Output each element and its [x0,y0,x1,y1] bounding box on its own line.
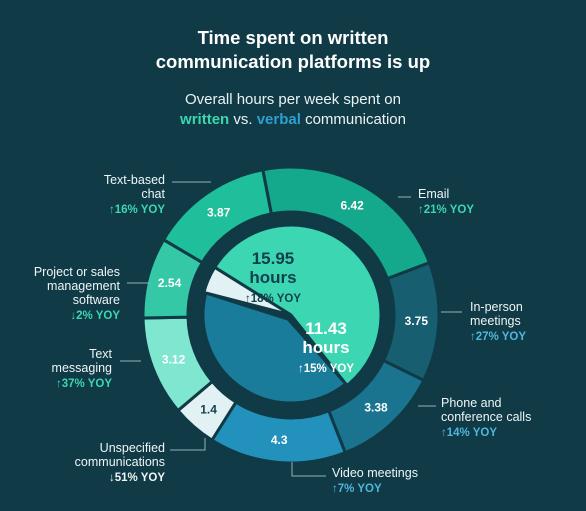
category-label: Text [89,347,112,361]
category-label: Phone and [441,396,502,410]
category-label: chat [141,187,165,201]
outer-segment-value-label: 1.4 [200,403,217,417]
inner-pie-slice [212,223,383,388]
category-yoy: ↑16% YOY [109,204,165,216]
inner-slice-yoy: ↑15% YOY [298,363,354,375]
chart-subtitle-line-1: Overall hours per week spent on [185,91,401,108]
chart-title-line-2: communication platforms is up [155,51,431,72]
outer-segment-value-label: 3.87 [207,205,231,219]
category-yoy: ↓2% YOY [70,310,120,322]
outer-ring-segment [161,167,274,265]
category-label: management [47,279,120,293]
leader-line [291,462,326,477]
chart-title-line-1: Time spent on written [197,27,389,48]
inner-slice-hours-unit: hours [302,338,349,357]
category-label: Video meetings [332,466,418,480]
category-label: meetings [470,314,521,328]
category-label: Project or sales [34,265,120,279]
outer-segment-value-label: 4.3 [271,433,288,447]
outer-segment-value-label: 3.12 [162,352,186,366]
outer-segment-value-label: 2.54 [158,276,182,290]
subtitle-vs-word: vs. [229,111,257,128]
category-yoy: ↑7% YOY [332,483,382,495]
chart-title: Time spent on written communication plat… [0,26,586,74]
category-yoy: ↑27% YOY [470,331,526,343]
category-label: Email [418,187,449,201]
outer-segment-value-label: 3.38 [364,400,388,414]
inner-slice-hours-unit: hours [249,268,296,287]
category-yoy: ↑14% YOY [441,427,497,439]
category-label: software [73,293,120,307]
category-label: Text-based [104,173,165,187]
inner-pie-slice [202,265,292,317]
subtitle-verbal-word: verbal [256,111,301,128]
outer-segment-value-label: 6.42 [340,198,364,212]
category-yoy: ↑21% YOY [418,204,474,216]
inner-slice-hours-value: 15.95 [252,249,295,268]
category-yoy: ↑37% YOY [56,378,112,390]
inner-slice-hours-value: 11.43 [305,319,347,338]
subtitle-end-word: communication [300,111,406,128]
subtitle-written-word: written [180,111,230,128]
category-label: conference calls [441,410,531,424]
category-yoy: ↓51% YOY [109,472,165,484]
chart-subtitle-line-2: written vs. verbal communication [0,110,586,130]
inner-pie-slice [201,291,348,405]
category-label: In-person [470,300,523,314]
category-label: messaging [52,361,112,375]
inner-slice-yoy: ↑18% YOY [245,293,301,305]
category-label: communications [75,455,165,469]
outer-segment-value-label: 3.75 [405,314,429,328]
chart-subtitle: Overall hours per week spent on written … [0,90,586,130]
category-label: Unspecified [100,441,165,455]
leader-line [170,438,206,451]
